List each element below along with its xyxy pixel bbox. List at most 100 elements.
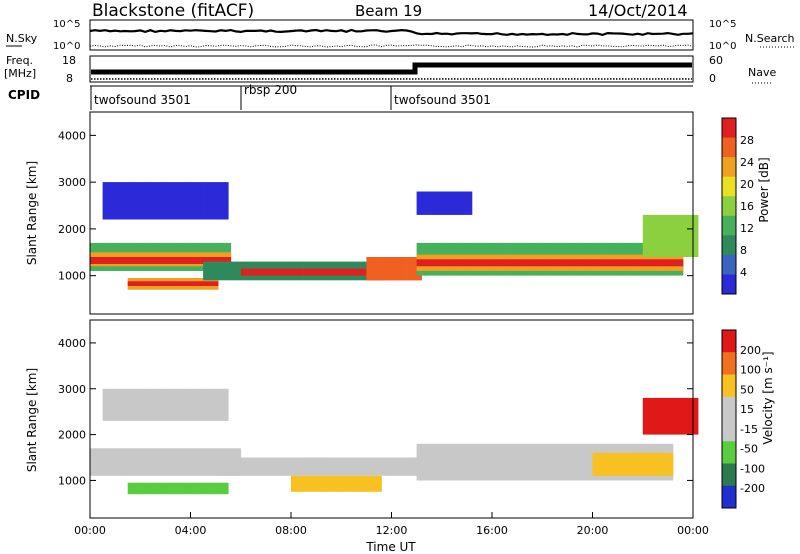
heatmap-cell: [165, 448, 171, 476]
heatmap-cell: [203, 182, 209, 220]
velocity-colorbar-tick: 50: [740, 383, 754, 396]
heatmap-cell: [572, 443, 578, 481]
heatmap-cell: [647, 214, 654, 257]
heatmap-cell: [577, 443, 583, 481]
heatmap-cell: [203, 388, 209, 421]
heatmap-cell: [105, 257, 111, 264]
heatmap-cell: [122, 182, 129, 220]
heatmap-cell: [421, 259, 427, 267]
heatmap-cell: [170, 448, 176, 476]
heatmap-cell: [127, 388, 134, 421]
freq-right-tick-bottom: 0: [709, 72, 716, 85]
velocity-colorbar-swatch: [722, 396, 736, 420]
heatmap-cell: [657, 259, 664, 267]
heatmap-cell: [401, 257, 407, 281]
heatmap-cell: [512, 443, 518, 481]
heatmap-cell: [431, 259, 438, 267]
heatmap-cell: [105, 448, 111, 476]
heatmap-cell: [110, 448, 116, 476]
heatmap-cell: [167, 281, 174, 286]
heatmap-cell: [117, 388, 123, 421]
heatmap-cell: [301, 268, 307, 276]
heatmap-cell: [336, 457, 342, 476]
heatmap-cell: [677, 259, 684, 267]
heatmap-cell: [102, 388, 108, 421]
heatmap-cell: [461, 443, 468, 481]
velocity-ytick: 4000: [58, 337, 86, 350]
heatmap-cell: [208, 261, 214, 281]
cpid-segment: twofsound 3501: [94, 93, 191, 107]
heatmap-cell: [188, 388, 194, 421]
heatmap-cell: [165, 257, 171, 264]
heatmap-cell: [466, 191, 473, 215]
heatmap-cell: [175, 448, 181, 476]
heatmap-cell: [107, 388, 113, 421]
heatmap-cell: [296, 268, 302, 276]
heatmap-cell: [421, 191, 427, 215]
heatmap-cell: [311, 268, 317, 276]
heatmap-cell: [188, 482, 194, 495]
heatmap-cell: [185, 448, 191, 476]
heatmap-cell: [532, 443, 538, 481]
heatmap-cell: [446, 443, 453, 481]
heatmap-cell: [208, 182, 214, 220]
heatmap-cell: [150, 448, 156, 476]
heatmap-cell: [371, 475, 377, 492]
heatmap-cell: [662, 259, 669, 267]
heatmap-cell: [220, 257, 227, 264]
heatmap-cell: [667, 452, 674, 476]
heatmap-cell: [132, 281, 139, 286]
heatmap-cell: [406, 457, 412, 476]
power-colorbar-tick: 4: [740, 266, 747, 279]
heatmap-cell: [607, 452, 613, 476]
heatmap-cell: [115, 257, 121, 264]
heatmap-cell: [617, 452, 623, 476]
power-colorbar-tick: 28: [740, 134, 754, 147]
heatmap-cell: [210, 257, 216, 264]
heatmap-cell: [647, 397, 654, 435]
nave-label: Nave: [748, 66, 776, 79]
heatmap-cell: [122, 388, 129, 421]
heatmap-cell: [481, 259, 488, 267]
heatmap-cell: [492, 259, 498, 267]
heatmap-cell: [612, 452, 618, 476]
heatmap-cell: [672, 397, 679, 435]
heatmap-cell: [203, 482, 209, 495]
heatmap-cell: [115, 448, 121, 476]
heatmap-cell: [311, 475, 317, 492]
heatmap-cell: [642, 259, 649, 267]
freq-right-tick-top: 60: [709, 54, 723, 67]
heatmap-cell: [331, 475, 337, 492]
heatmap-cell: [446, 191, 453, 215]
heatmap-cell: [326, 457, 332, 476]
heatmap-cell: [147, 281, 154, 286]
heatmap-cell: [245, 268, 252, 276]
heatmap-cell: [177, 482, 184, 495]
heatmap-cell: [396, 457, 402, 476]
heatmap-cell: [587, 443, 593, 481]
heatmap-cell: [100, 257, 106, 264]
heatmap-cell: [637, 452, 644, 476]
heatmap-cell: [351, 475, 357, 492]
heatmap-cell: [306, 475, 312, 492]
heatmap-cell: [198, 482, 204, 495]
heatmap-cell: [351, 457, 357, 476]
heatmap-cell: [632, 259, 639, 267]
heatmap-cell: [476, 443, 483, 481]
heatmap-cell: [527, 259, 533, 267]
heatmap-cell: [208, 482, 214, 495]
heatmap-cell: [177, 182, 184, 220]
heatmap-cell: [662, 214, 669, 257]
heatmap-cell: [426, 191, 433, 215]
heatmap-cell: [667, 259, 674, 267]
power-colorbar-tick: 16: [740, 200, 754, 213]
heatmap-cell: [137, 182, 144, 220]
heatmap-cell: [180, 257, 186, 264]
heatmap-cell: [213, 281, 219, 286]
heatmap-cell: [255, 457, 262, 476]
heatmap-cell: [356, 475, 362, 492]
heatmap-cell: [672, 259, 679, 267]
heatmap-cell: [135, 257, 141, 264]
heatmap-cell: [296, 475, 302, 492]
heatmap-cell: [275, 457, 282, 476]
